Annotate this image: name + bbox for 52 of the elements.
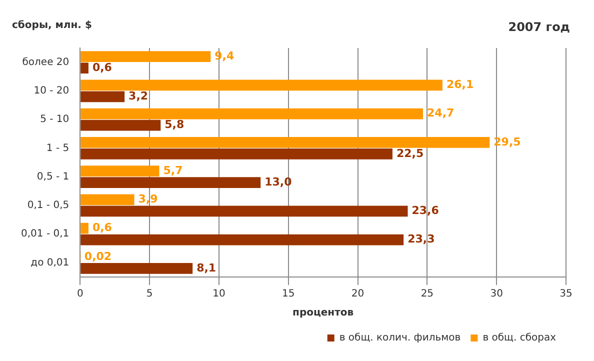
legend-label: в общ. колич. фильмов [339,332,461,344]
chart-title: 2007 год [508,20,570,34]
bar [80,80,442,91]
bar [80,262,193,274]
x-tick-label: 0 [76,288,84,300]
bar [80,108,424,120]
bar [80,51,211,62]
y-tick-label: 1 - 5 [46,142,70,154]
y-tick-label: 0,5 - 1 [36,171,70,182]
data-label: 3,9 [138,192,158,206]
data-label: 5,7 [163,164,183,177]
x-tick-label: 5 [146,288,153,300]
data-label: 3,2 [128,90,148,103]
data-label: 29,5 [494,135,521,148]
x-tick-label: 35 [560,288,572,300]
y-tick-label: 0,01 - 0,1 [20,228,70,240]
y-tick-label: до 0,01 [30,257,70,268]
data-label: 24,7 [427,106,454,120]
data-label: 8,1 [196,261,216,274]
y-tick-label: 5 - 10 [40,114,70,126]
x-tick-label: 30 [490,288,503,300]
bar [80,62,88,74]
bar [80,177,261,188]
y-tick-label: 10 - 20 [34,86,70,97]
bar [80,148,392,160]
x-tick-label: 10 [212,288,226,300]
data-label: 13,0 [264,175,292,188]
bar [80,206,408,217]
y-tick-label: более 20 [22,56,70,68]
data-label: 23,3 [408,232,435,246]
data-label: 22,5 [396,146,424,160]
data-label: 0,02 [84,250,112,263]
data-label: 5,8 [164,118,184,132]
bar [80,194,134,206]
data-label: 23,6 [412,204,440,218]
bar [80,120,161,131]
x-axis-title: процентов [292,308,354,319]
x-tick-label: 20 [351,288,364,300]
x-tick-label: 15 [282,288,295,300]
bar [80,137,490,148]
data-label: 9,4 [214,49,234,62]
bar [80,222,88,234]
y-tick-label: 0,1 - 0,5 [27,200,70,212]
y-axis-title: сборы, млн. $ [12,20,92,31]
bar [80,166,160,177]
data-label: 0,6 [92,221,112,234]
data-label: 26,1 [446,78,474,92]
legend-label: в общ. сборах [482,332,556,344]
x-tick-label: 25 [420,288,434,300]
bar [80,234,404,246]
data-label: 0,6 [92,60,112,74]
bar [80,91,125,102]
